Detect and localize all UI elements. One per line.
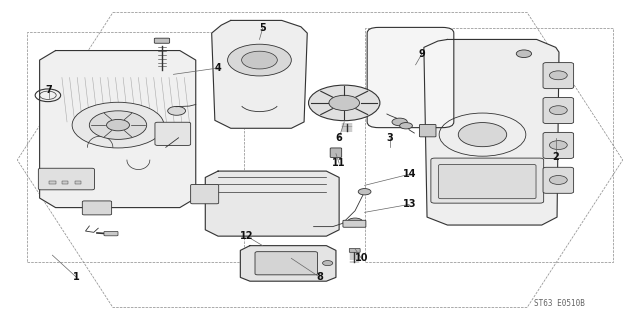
FancyBboxPatch shape: [155, 122, 191, 145]
Circle shape: [392, 118, 407, 126]
Circle shape: [228, 44, 291, 76]
Polygon shape: [40, 51, 196, 208]
Text: 10: 10: [355, 253, 368, 263]
FancyBboxPatch shape: [154, 38, 170, 43]
Polygon shape: [424, 39, 559, 225]
Circle shape: [549, 106, 567, 115]
FancyBboxPatch shape: [83, 201, 111, 215]
Text: 4: 4: [214, 63, 221, 73]
Circle shape: [106, 119, 129, 131]
FancyBboxPatch shape: [543, 132, 573, 158]
Text: 12: 12: [240, 231, 253, 241]
FancyBboxPatch shape: [38, 168, 95, 190]
Circle shape: [72, 102, 164, 148]
FancyBboxPatch shape: [330, 148, 342, 157]
Circle shape: [549, 141, 567, 149]
FancyBboxPatch shape: [431, 158, 543, 203]
Circle shape: [516, 50, 532, 58]
Bar: [62, 181, 68, 184]
Text: 6: 6: [336, 133, 342, 143]
Bar: [49, 181, 56, 184]
Circle shape: [308, 85, 380, 121]
FancyBboxPatch shape: [104, 231, 118, 236]
FancyBboxPatch shape: [438, 164, 536, 199]
Text: 11: 11: [332, 158, 346, 168]
FancyBboxPatch shape: [367, 28, 454, 128]
Circle shape: [358, 188, 371, 195]
Text: 3: 3: [387, 133, 394, 143]
Text: 7: 7: [46, 85, 52, 95]
Circle shape: [549, 71, 567, 80]
Bar: [27, 32, 244, 261]
Bar: [75, 181, 81, 184]
Text: 9: 9: [419, 49, 426, 59]
Polygon shape: [205, 171, 339, 236]
FancyBboxPatch shape: [543, 98, 573, 124]
Text: 1: 1: [73, 272, 80, 282]
FancyBboxPatch shape: [543, 167, 573, 193]
FancyBboxPatch shape: [343, 220, 366, 227]
FancyBboxPatch shape: [255, 252, 317, 275]
Circle shape: [458, 123, 507, 147]
Circle shape: [90, 111, 147, 140]
FancyBboxPatch shape: [543, 63, 573, 89]
Circle shape: [168, 106, 186, 115]
Text: 5: 5: [259, 23, 266, 33]
Text: 13: 13: [403, 199, 416, 209]
Circle shape: [549, 176, 567, 184]
Bar: [365, 28, 613, 261]
Polygon shape: [241, 246, 336, 281]
FancyBboxPatch shape: [419, 124, 436, 137]
Polygon shape: [212, 20, 307, 128]
Circle shape: [329, 95, 360, 110]
Circle shape: [323, 260, 333, 266]
Circle shape: [399, 123, 412, 129]
Text: 8: 8: [317, 272, 323, 282]
Text: 2: 2: [552, 152, 559, 162]
FancyBboxPatch shape: [191, 184, 219, 204]
FancyBboxPatch shape: [349, 249, 360, 252]
Circle shape: [348, 218, 363, 226]
Text: 14: 14: [403, 169, 416, 179]
Text: ST63 E0510B: ST63 E0510B: [534, 299, 584, 308]
Circle shape: [242, 51, 277, 69]
